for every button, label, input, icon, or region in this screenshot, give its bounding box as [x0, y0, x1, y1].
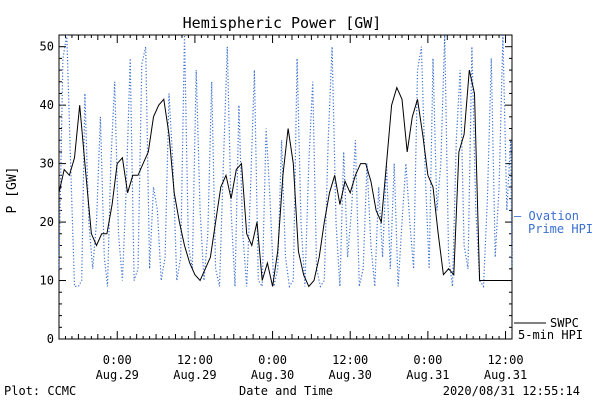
footer-plot-source: Plot: CCMC: [4, 384, 76, 398]
x-tick-date-label: Aug.29: [173, 368, 216, 382]
x-tick-date-label: Aug.30: [251, 368, 294, 382]
y-tick-label: 0: [47, 332, 54, 346]
legend: — Ovation Prime HPI SWPC 5-min HPI: [514, 209, 593, 342]
chart-title: Hemispheric Power [GW]: [183, 14, 382, 32]
legend-ovation-line2: Prime HPI: [528, 222, 593, 236]
x-tick-time-label: 0:00: [413, 353, 442, 367]
x-tick-time-label: 12:00: [487, 353, 523, 367]
legend-swpc-line2: 5-min HPI: [518, 328, 583, 342]
x-axis-label: Date and Time: [239, 384, 333, 398]
x-tick-date-label: Aug.29: [96, 368, 139, 382]
y-tick-label: 40: [40, 98, 54, 112]
x-tick-date-label: Aug.31: [406, 368, 449, 382]
y-axis-label: P [GW]: [5, 167, 20, 214]
series-line-ovation-prime-hpi: [58, 34, 513, 289]
y-tick-label: 20: [40, 215, 54, 229]
x-axis: 0:00Aug.2912:00Aug.290:00Aug.3012:00Aug.…: [64, 35, 527, 382]
y-tick-label: 30: [40, 157, 54, 171]
x-tick-time-label: 0:00: [103, 353, 132, 367]
legend-ovation-line1: — Ovation: [514, 209, 579, 223]
x-tick-time-label: 0:00: [258, 353, 287, 367]
series-line-swpc-5-min-hpi: [58, 69, 512, 288]
plot-area: [58, 34, 513, 289]
footer-timestamp: 2020/08/31 12:55:14: [443, 384, 580, 398]
y-tick-label: 50: [40, 40, 54, 54]
x-tick-date-label: Aug.30: [329, 368, 372, 382]
legend-swpc-line1: SWPC: [550, 316, 579, 330]
y-tick-label: 10: [40, 274, 54, 288]
x-tick-time-label: 12:00: [177, 353, 213, 367]
y-axis: 0 10 20 30 40 50: [40, 34, 512, 346]
x-tick-time-label: 12:00: [332, 353, 368, 367]
x-tick-date-label: Aug.31: [484, 368, 527, 382]
